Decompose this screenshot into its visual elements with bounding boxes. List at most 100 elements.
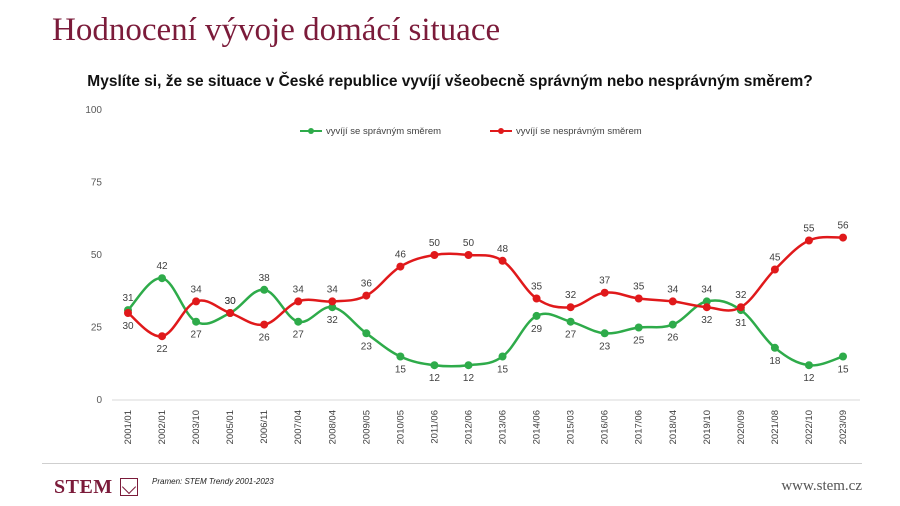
data-point [158,274,167,283]
data-label: 12 [463,373,475,384]
data-point [668,297,677,306]
data-label: 18 [769,356,781,367]
data-point [702,297,711,306]
data-point [192,317,201,326]
data-point [396,262,405,271]
source-note: Pramen: STEM Trendy 2001-2023 [152,477,274,486]
stem-logo-icon [120,478,138,496]
legend-item: vyvíjí se nesprávným směrem [490,126,642,137]
x-tick-label: 2002/01 [157,410,168,444]
x-tick-label: 2006/11 [259,410,270,444]
y-tick-label: 50 [91,250,103,261]
stem-logo: STEM [54,476,113,498]
data-point [464,251,473,259]
legend-marker [308,128,314,134]
data-label: 34 [191,284,203,295]
data-point [498,256,507,265]
data-point [600,329,609,338]
data-label: 42 [156,261,168,272]
data-point [464,361,473,370]
data-label: 38 [259,273,271,284]
data-point [839,233,847,242]
data-label: 15 [497,365,509,376]
y-tick-label: 25 [91,323,103,334]
x-tick-label: 2021/08 [770,410,781,444]
data-label: 30 [225,296,237,307]
x-tick-label: 2020/09 [736,410,747,444]
data-point [532,294,541,303]
data-point [396,352,405,361]
y-tick-label: 0 [96,395,102,406]
data-label: 34 [327,284,339,295]
x-tick-label: 2019/10 [702,410,713,444]
data-point [260,320,269,329]
x-tick-label: 2018/04 [668,410,679,444]
data-label: 34 [293,284,305,295]
data-label: 29 [531,324,543,335]
data-label: 27 [191,330,203,341]
data-point [430,251,439,259]
data-point [702,303,711,312]
data-label: 32 [735,290,747,301]
data-point [668,320,677,329]
data-label: 23 [361,341,373,352]
legend-label: vyvíjí se nesprávným směrem [516,126,642,137]
data-label: 22 [156,344,168,355]
data-point [566,317,575,326]
data-label: 30 [225,296,237,307]
data-label: 34 [701,284,713,295]
data-label: 35 [633,282,645,293]
x-tick-label: 2005/01 [225,410,236,444]
data-label: 15 [395,365,407,376]
x-tick-label: 2009/05 [361,410,372,444]
data-label: 46 [395,250,407,261]
x-tick-label: 2014/06 [532,410,543,444]
legend-label: vyvíjí se správným směrem [326,126,441,137]
data-label: 31 [735,318,747,329]
data-point [124,309,132,317]
legend-marker [498,128,504,134]
data-label: 32 [701,315,713,326]
x-tick-label: 2008/04 [327,410,338,444]
data-label: 48 [497,244,509,255]
x-tick-label: 2016/06 [600,410,611,444]
x-tick-label: 2013/06 [498,410,509,444]
data-point [804,361,813,370]
data-label: 36 [361,279,373,290]
data-point [839,352,847,361]
data-label: 27 [293,330,305,341]
data-point [260,285,269,294]
x-tick-label: 2017/06 [634,410,645,444]
x-tick-label: 2022/10 [804,410,815,444]
x-tick-label: 2011/06 [429,410,440,444]
data-point [158,332,167,341]
data-label: 35 [531,282,543,293]
data-point [804,236,813,245]
data-label: 15 [837,365,849,376]
data-point [736,303,745,312]
data-point [634,323,643,332]
y-tick-label: 100 [85,105,102,116]
website-link[interactable]: www.stem.cz [781,478,862,494]
data-label: 32 [565,290,577,301]
data-label: 30 [122,321,134,332]
data-point [328,303,337,312]
data-point [770,343,779,352]
x-tick-label: 2007/04 [293,410,304,444]
chart-question: Myslíte si, že se situace v České republ… [87,73,813,90]
footer-divider [42,463,862,464]
data-label: 55 [803,224,815,235]
series-line-incorrect [127,235,844,338]
data-point [498,352,507,361]
x-tick-label: 2023/09 [838,410,849,444]
data-label: 32 [327,315,339,326]
x-tick-label: 2003/10 [191,410,202,444]
data-label: 26 [259,333,271,344]
legend-item: vyvíjí se správným směrem [300,126,441,137]
data-label: 50 [463,238,475,249]
data-point [430,361,439,370]
data-label: 12 [803,373,815,384]
data-label: 23 [599,341,611,352]
data-label: 37 [599,276,611,287]
data-point [362,329,371,338]
